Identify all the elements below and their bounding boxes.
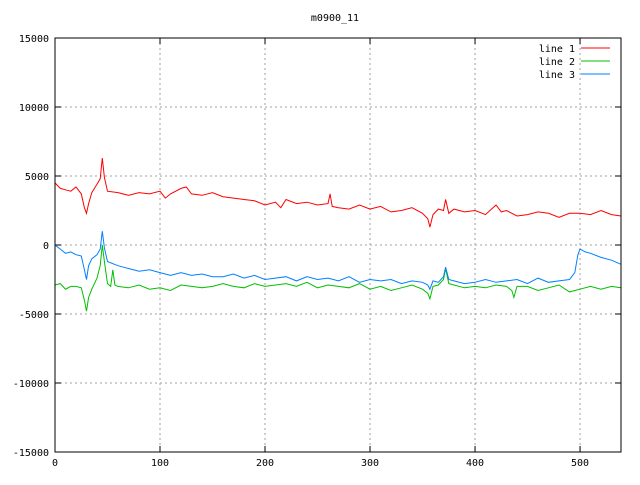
series-lines — [54, 158, 622, 312]
x-tick-label: 200 — [256, 458, 274, 469]
y-tick-label: 15000 — [19, 34, 49, 45]
y-tick-label: -5000 — [19, 310, 49, 321]
legend-label: line 2 — [539, 57, 575, 68]
x-tick-label: 0 — [52, 458, 58, 469]
legend-label: line 3 — [539, 70, 575, 81]
x-tick-label: 500 — [571, 458, 589, 469]
y-tick-label: 10000 — [19, 103, 49, 114]
axis-ticks: 0 100 200 300 400 500 -15000 -10000 -5000 0 5000 10… — [13, 34, 621, 469]
plot-frame — [54, 37, 622, 453]
x-tick-label: 100 — [151, 458, 169, 469]
series-line-1 — [54, 158, 622, 228]
series-line-3 — [54, 231, 622, 291]
legend-label: line 1 — [539, 44, 575, 55]
y-tick-label: 0 — [43, 241, 49, 252]
legend: line 1 line 2 line 3 — [539, 44, 610, 81]
y-tick-label: 5000 — [25, 172, 49, 183]
x-tick-label: 400 — [466, 458, 484, 469]
grid-lines — [55, 38, 621, 452]
y-tick-label: -15000 — [13, 448, 49, 459]
x-tick-label: 300 — [361, 458, 379, 469]
chart-title: m0900_11 — [311, 13, 359, 24]
y-tick-label: -10000 — [13, 379, 49, 390]
series-line-2 — [54, 244, 622, 312]
